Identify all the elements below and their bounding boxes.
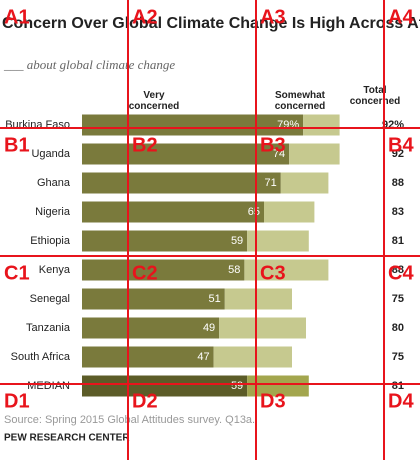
legend-label: Total concerned <box>350 85 401 107</box>
chart-title: Concern Over Global Climate Change Is Hi… <box>2 15 420 32</box>
overlay-label: D3 <box>260 390 286 412</box>
category-label: Ghana <box>37 177 71 189</box>
subtitle: ___ about global climate change <box>3 57 175 72</box>
bar-segment <box>247 375 309 397</box>
bar-segment <box>280 172 329 194</box>
total-label: 75 <box>392 293 404 305</box>
category-label: Burkina Faso <box>5 119 70 131</box>
overlay-label: C1 <box>4 262 30 284</box>
bar-segment <box>219 317 306 339</box>
total-label: 81 <box>392 235 404 247</box>
value-label: 49 <box>203 322 215 334</box>
category-label: Uganda <box>31 148 70 160</box>
category-label: South Africa <box>11 351 71 363</box>
total-label: 88 <box>392 264 404 276</box>
bar-segment <box>82 230 248 252</box>
footer: PEW RESEARCH CENTER <box>4 433 130 444</box>
bar-segment <box>264 201 315 223</box>
overlay-label: D1 <box>4 390 30 412</box>
total-label: 88 <box>392 177 404 189</box>
bar-segment <box>82 288 225 310</box>
bar-segment <box>82 201 264 223</box>
value-label: 74 <box>273 148 285 160</box>
value-label: 65 <box>248 206 260 218</box>
total-label: 92% <box>382 119 404 131</box>
bar-segment <box>247 230 309 252</box>
category-label: MEDIAN <box>27 380 70 392</box>
bar-segment <box>289 143 340 165</box>
bar-segment <box>213 346 292 368</box>
overlay-label: B2 <box>132 134 158 156</box>
total-label: 75 <box>392 351 404 363</box>
overlay-label: A3 <box>260 6 286 28</box>
overlay-label: A4 <box>388 6 414 28</box>
category-label: Senegal <box>30 293 70 305</box>
category-label: Nigeria <box>35 206 71 218</box>
overlay-label: A2 <box>132 6 158 28</box>
category-label: Ethiopia <box>30 235 71 247</box>
overlay-label: B1 <box>4 134 30 156</box>
value-label: 71 <box>265 177 277 189</box>
value-label: 47 <box>197 351 209 363</box>
total-label: 80 <box>392 322 404 334</box>
total-label: 83 <box>392 206 404 218</box>
bar-segment <box>82 114 304 136</box>
total-label: 92 <box>392 148 404 160</box>
overlay-label: B4 <box>388 134 414 156</box>
value-label: 51 <box>209 293 221 305</box>
legend-label: Very concerned <box>129 90 180 112</box>
overlay-label: D2 <box>132 390 158 412</box>
bar-segment <box>244 259 329 281</box>
bar-segment <box>82 259 245 281</box>
bar-segment <box>82 143 290 165</box>
total-label: 81 <box>392 380 404 392</box>
source: Source: Spring 2015 Global Attitudes sur… <box>4 414 255 426</box>
bar-segment <box>82 317 220 339</box>
value-label: 59 <box>231 235 243 247</box>
bar-segment <box>82 346 214 368</box>
overlay-label: B3 <box>260 134 286 156</box>
overlay-label: C2 <box>132 262 158 284</box>
overlay-label: C4 <box>388 262 414 284</box>
overlay-label: A1 <box>4 6 30 28</box>
overlay-label: C3 <box>260 262 286 284</box>
value-label: 79% <box>277 119 299 131</box>
bar-segment <box>82 375 248 397</box>
value-label: 58 <box>228 264 240 276</box>
value-label: 59 <box>231 380 243 392</box>
bar-segment <box>82 172 281 194</box>
bar-segment <box>224 288 292 310</box>
overlay-label: D4 <box>388 390 414 412</box>
category-label: Kenya <box>39 264 71 276</box>
bar-segment <box>303 114 340 136</box>
legend-label: Somewhat concerned <box>275 90 326 112</box>
category-label: Tanzania <box>26 322 71 334</box>
